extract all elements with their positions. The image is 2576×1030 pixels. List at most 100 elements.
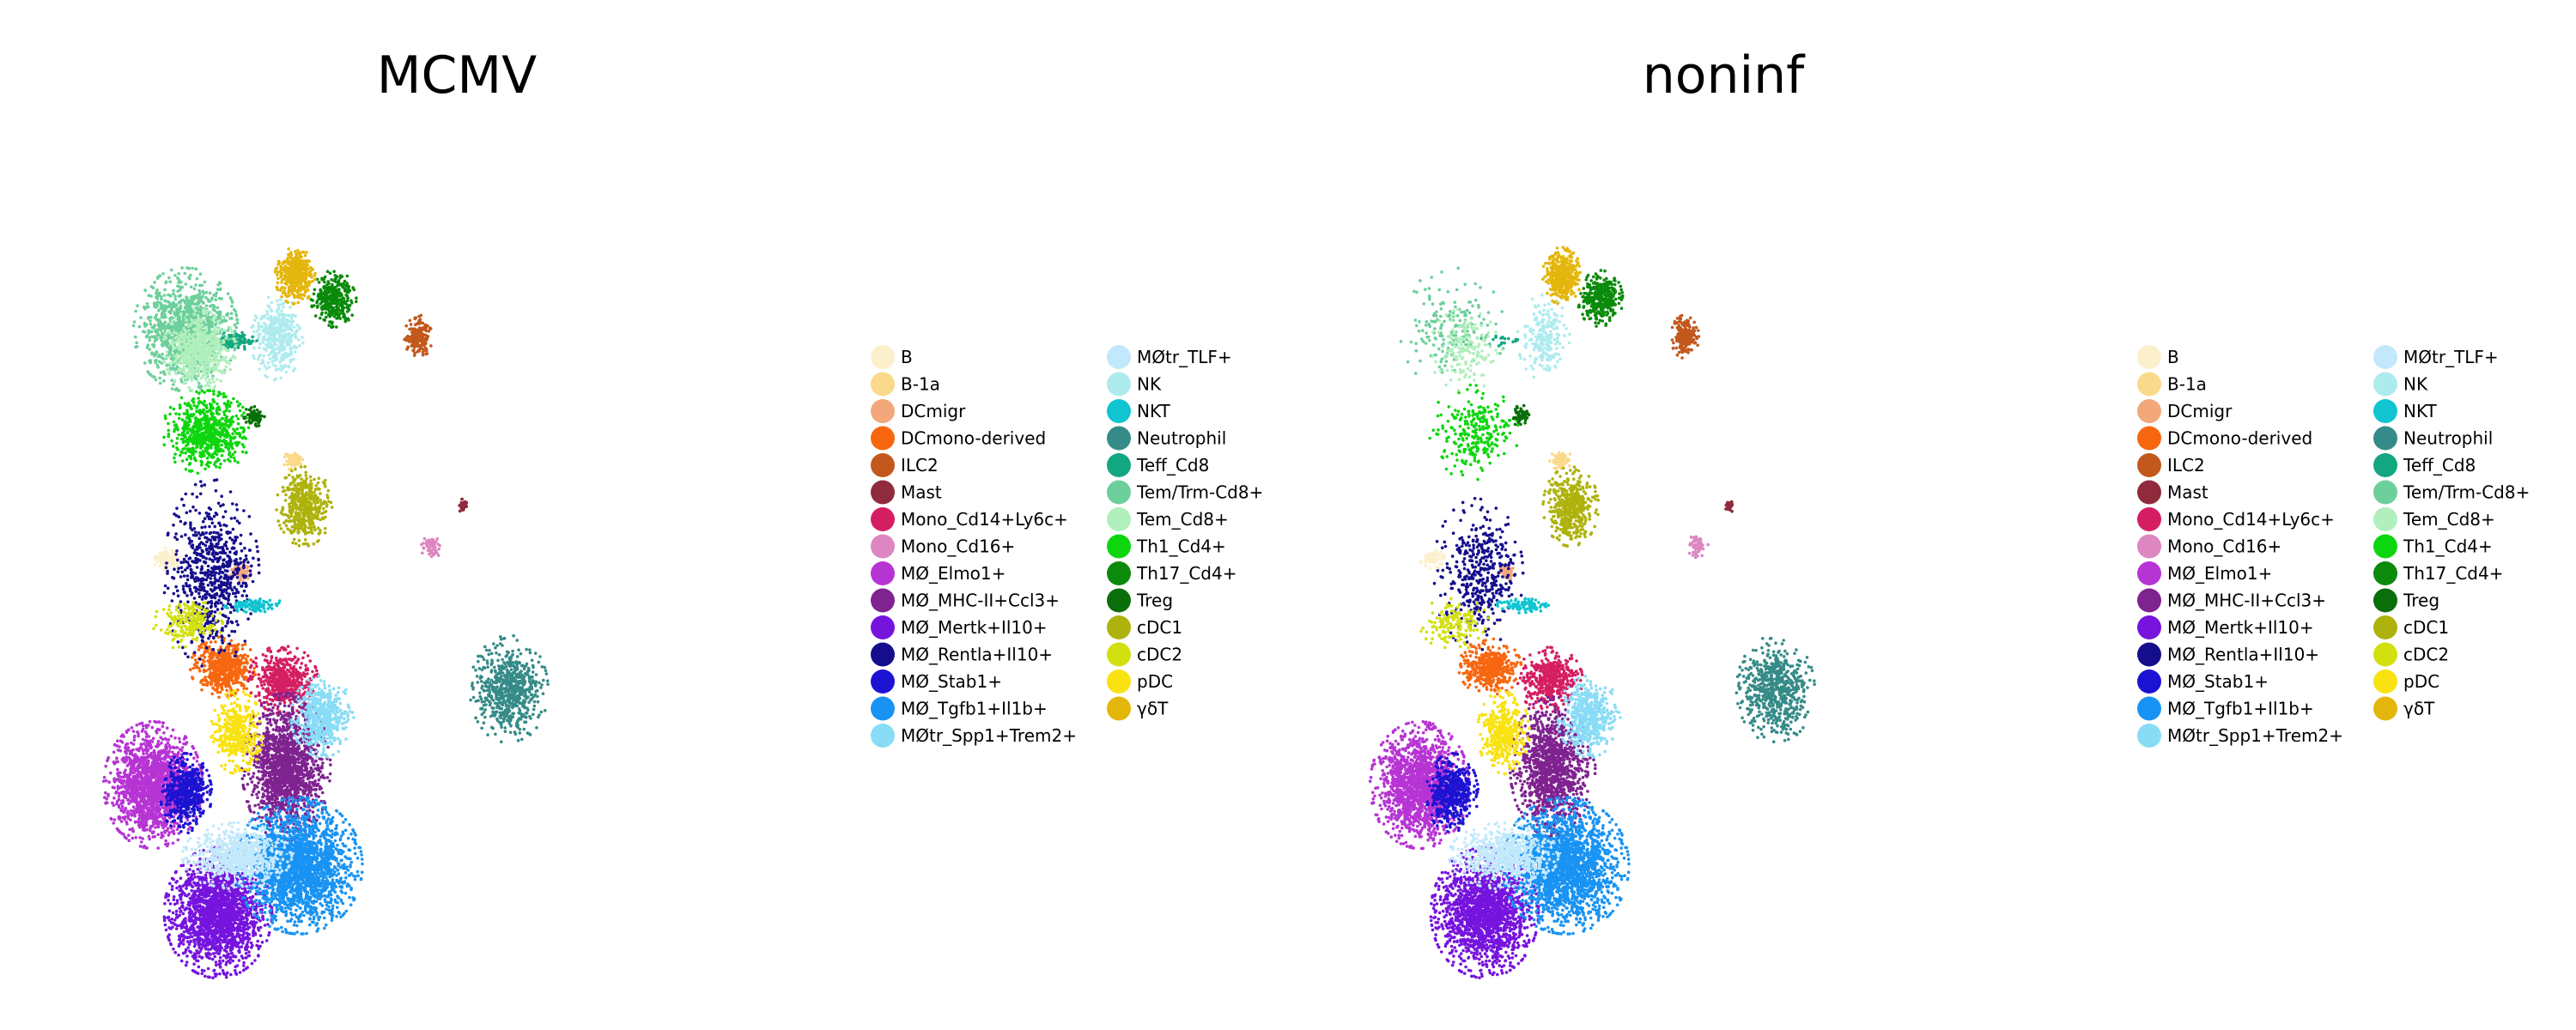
cell-point <box>218 972 222 976</box>
cell-point <box>112 777 116 780</box>
cell-point <box>280 678 283 682</box>
cell-point <box>289 687 293 690</box>
cell-point <box>234 669 237 672</box>
cell-point <box>131 772 135 775</box>
cell-point <box>276 683 280 687</box>
cell-point <box>211 667 215 670</box>
cell-point <box>153 783 156 786</box>
cell-point <box>415 336 418 340</box>
cell-point <box>264 753 267 756</box>
cell-point <box>260 684 264 688</box>
cell-point <box>279 676 283 679</box>
cell-point <box>147 786 150 790</box>
cell-point <box>209 652 212 656</box>
cell-point <box>102 779 106 783</box>
cell-point <box>170 735 173 738</box>
cell-point <box>240 654 243 657</box>
cell-point <box>118 792 121 796</box>
cell-point <box>295 795 298 798</box>
cell-point <box>256 776 259 779</box>
cell-point <box>148 795 151 798</box>
cell-point <box>255 766 258 769</box>
cell-point <box>294 805 297 809</box>
cell-point <box>211 672 215 676</box>
cell-point <box>133 789 137 792</box>
cell-point <box>149 747 153 750</box>
cell-point <box>180 749 184 753</box>
cell-point <box>210 640 213 644</box>
cell-point <box>271 712 275 716</box>
cell-point <box>438 544 441 548</box>
cell-point <box>249 777 252 780</box>
cell-point <box>309 791 313 794</box>
cell-point <box>429 344 433 348</box>
cluster-dcmono-derived <box>189 635 257 699</box>
cell-point <box>144 730 148 734</box>
cell-point <box>283 456 287 459</box>
cell-point <box>120 820 124 823</box>
cell-point <box>258 766 261 769</box>
cell-point <box>191 656 194 659</box>
cell-point <box>162 766 166 770</box>
cell-point <box>172 729 175 732</box>
cell-point <box>147 791 150 794</box>
cell-point <box>172 842 175 845</box>
cell-point <box>267 662 270 665</box>
cell-point <box>187 827 191 831</box>
cell-point <box>118 775 121 779</box>
cell-point <box>269 758 272 761</box>
cell-point <box>155 799 158 803</box>
cell-point <box>304 686 307 689</box>
cell-point <box>131 788 134 791</box>
cell-point <box>295 668 298 671</box>
cell-point <box>298 747 301 750</box>
cell-point <box>156 824 160 827</box>
cell-point <box>321 761 325 765</box>
cell-point <box>291 693 295 696</box>
cell-point <box>161 738 165 742</box>
cell-point <box>256 761 259 765</box>
cell-point <box>296 729 300 732</box>
cell-point <box>148 781 151 785</box>
cell-point <box>156 846 160 850</box>
cell-point <box>302 763 306 766</box>
cell-point <box>150 814 154 817</box>
cell-point <box>106 795 110 798</box>
cell-point <box>421 552 424 555</box>
cell-point <box>139 845 143 848</box>
cell-point <box>152 830 155 833</box>
cell-point <box>293 751 296 754</box>
cell-point <box>303 769 307 772</box>
cell-point <box>259 681 263 684</box>
cell-point <box>158 785 161 788</box>
cell-point <box>287 455 290 458</box>
cell-point <box>277 711 281 714</box>
cell-point <box>143 742 146 746</box>
cell-point <box>140 788 143 791</box>
cell-point <box>304 664 307 668</box>
cell-point <box>311 782 314 785</box>
cell-point <box>250 658 253 662</box>
cell-point <box>271 706 275 710</box>
cell-point <box>408 328 411 331</box>
cell-point <box>107 756 111 760</box>
cell-point <box>429 544 433 548</box>
cell-point <box>112 760 116 764</box>
cell-point <box>246 660 249 663</box>
cell-point <box>256 685 259 688</box>
cell-point <box>161 552 164 555</box>
cell-point <box>141 837 144 840</box>
cell-point <box>117 785 120 788</box>
cell-point <box>425 335 428 338</box>
cell-point <box>228 648 231 651</box>
cell-point <box>307 669 310 672</box>
cell-point <box>151 792 155 796</box>
cell-point <box>413 354 416 357</box>
cell-point <box>140 778 143 781</box>
cell-point <box>179 555 182 559</box>
cell-point <box>125 790 129 793</box>
cell-point <box>128 828 131 832</box>
cell-point <box>115 757 118 760</box>
cell-point <box>116 778 119 781</box>
